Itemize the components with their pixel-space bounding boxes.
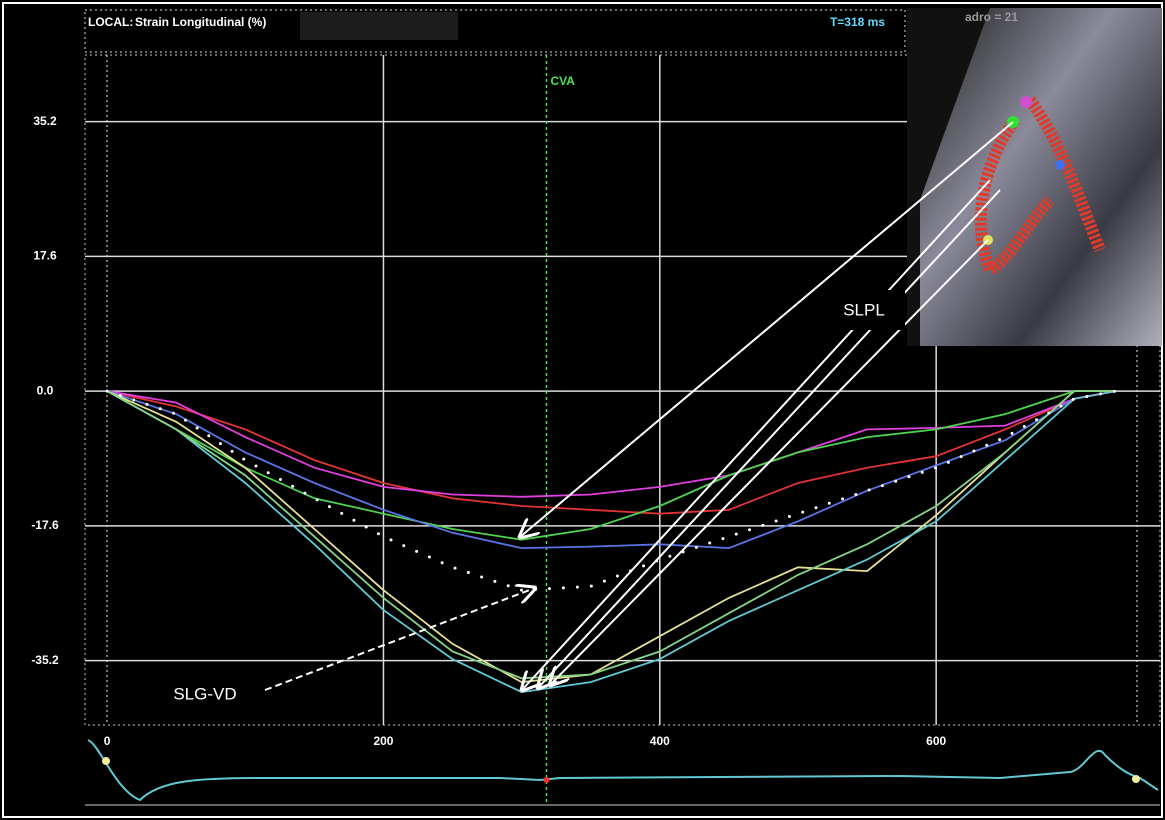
annotation: SLPL	[843, 300, 885, 319]
y-tick-label: -35.2	[31, 653, 59, 667]
echo-dot	[1055, 160, 1065, 170]
annotation: SLG-VD	[173, 684, 236, 703]
ecg-trace	[88, 740, 1158, 800]
chart: LOCAL: Strain Longitudinal (%) T=318 ms …	[0, 0, 1165, 820]
page: LOCAL: Strain Longitudinal (%) T=318 ms …	[0, 0, 1165, 820]
series-line	[107, 391, 1116, 692]
series-line	[107, 391, 1116, 497]
header-mode: LOCAL:	[88, 15, 133, 29]
echo-inset: adro = 21	[907, 8, 1162, 346]
header-shade	[300, 12, 458, 40]
header-time: T=318 ms	[830, 15, 885, 29]
ecg-dot	[1132, 775, 1140, 783]
y-tick-label: -17.6	[31, 518, 59, 532]
x-tick-label: 400	[650, 734, 670, 748]
ecg-dot	[102, 757, 110, 765]
arrow	[550, 240, 988, 685]
arrow	[538, 190, 1000, 688]
x-tick-label: 200	[373, 734, 393, 748]
marker-dot	[544, 777, 550, 783]
x-tick-label: 600	[926, 734, 946, 748]
echo-dot	[1020, 96, 1032, 108]
series-line	[107, 391, 1116, 540]
series-line	[107, 391, 1116, 548]
series-line	[107, 391, 1116, 678]
y-tick-label: 35.2	[33, 114, 57, 128]
x-tick-label: 0	[104, 734, 111, 748]
y-tick-label: 17.6	[33, 249, 57, 263]
frame-label: adro = 21	[965, 10, 1018, 24]
y-tick-label: 0.0	[37, 383, 54, 397]
header-measure: Strain Longitudinal (%)	[135, 15, 266, 29]
marker-label: CVA	[551, 74, 576, 88]
